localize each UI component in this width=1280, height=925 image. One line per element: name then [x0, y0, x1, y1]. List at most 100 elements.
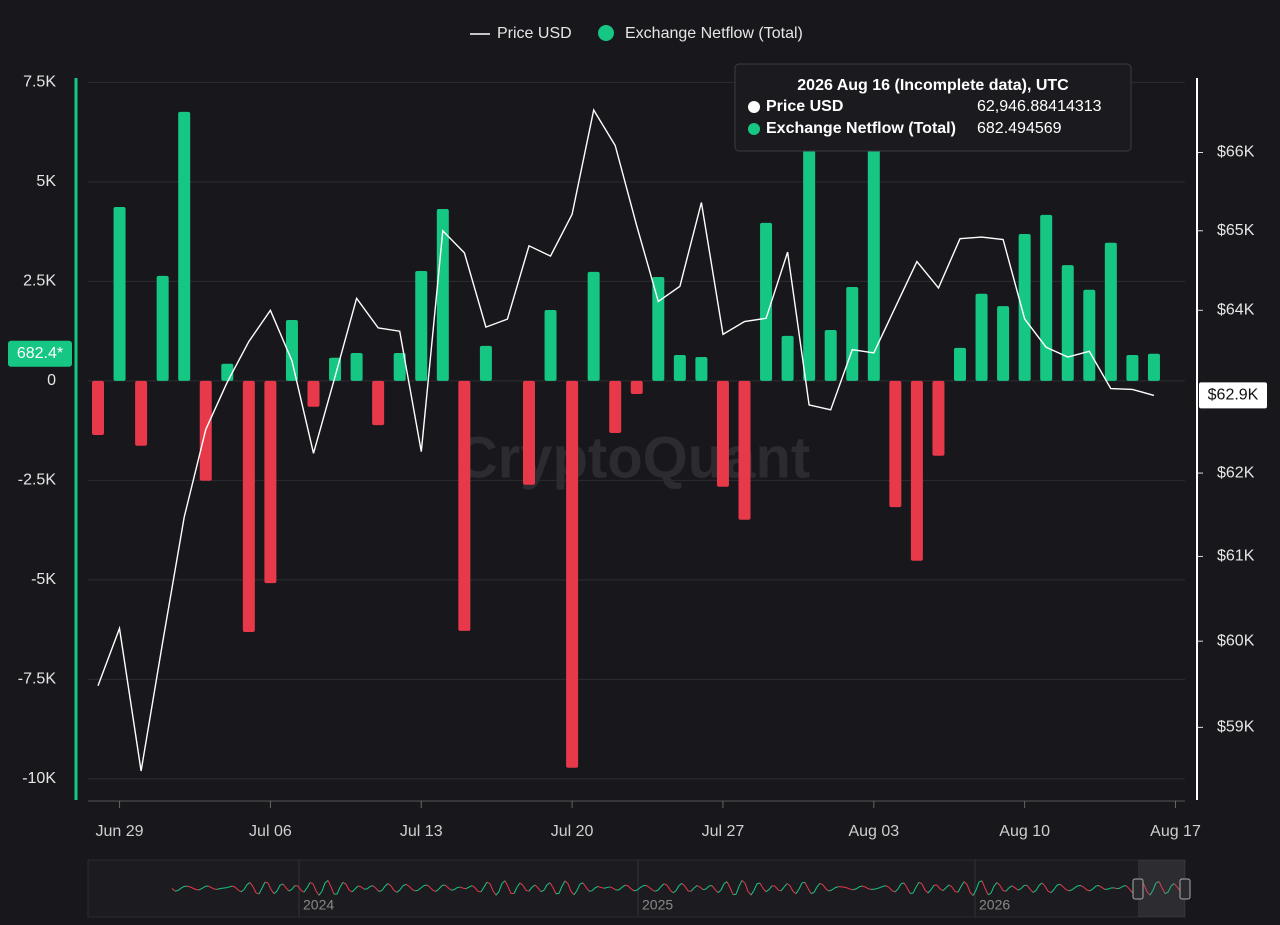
navigator-line: [798, 882, 803, 890]
navigator-line: [276, 885, 281, 892]
navigator-line: [414, 889, 419, 892]
navigator-handle[interactable]: [1179, 878, 1191, 900]
navigator-line: [675, 885, 680, 891]
navigator-line: [627, 885, 632, 890]
navigator-line: [528, 886, 533, 892]
navigator-line: [1101, 887, 1106, 890]
navigator-line: [327, 880, 332, 887]
navigator-line: [561, 880, 566, 887]
navigator-line: [882, 885, 887, 887]
navigator-line: [978, 880, 983, 883]
navigator-line: [405, 883, 410, 887]
navigator-line: [573, 890, 578, 896]
navigator-line: [177, 887, 182, 891]
navigator-line: [1005, 887, 1010, 892]
bar: [458, 380, 471, 631]
navigator-line: [795, 888, 800, 894]
navigator-line: [585, 886, 590, 892]
navigator-line: [522, 885, 527, 891]
bar: [652, 277, 665, 381]
bar: [630, 380, 643, 395]
navigator-line: [426, 884, 431, 888]
navigator-line: [267, 882, 272, 890]
bar: [867, 146, 880, 381]
navigator-line: [885, 885, 890, 888]
navigator-line: [444, 884, 449, 888]
navigator-line: [825, 888, 830, 892]
navigator-line: [1038, 882, 1043, 886]
navigator-line: [1119, 885, 1124, 889]
navigator-line: [720, 883, 725, 891]
navigator-line: [438, 885, 443, 890]
navigator-line: [264, 881, 269, 884]
navigator-line: [1086, 889, 1091, 892]
navigator-line: [777, 889, 782, 892]
navigator-line: [876, 887, 881, 890]
navigator-line: [594, 886, 599, 889]
navigator-line: [564, 880, 569, 885]
navigator-line: [558, 886, 563, 894]
navigator-line: [738, 880, 743, 887]
bar: [975, 293, 988, 381]
bar: [1018, 234, 1031, 381]
navigator-line: [336, 887, 341, 895]
y-tick-label: -2.5K: [18, 472, 57, 489]
watermark: CryptoQuant: [456, 425, 810, 490]
navigator-line: [1047, 890, 1052, 894]
tooltip-value: 62,946.88414313: [977, 98, 1102, 115]
navigator-line: [921, 883, 926, 891]
navigator-line: [243, 884, 248, 890]
navigator-line: [258, 887, 263, 895]
navigator-line: [999, 885, 1004, 891]
navigator-line: [261, 881, 266, 889]
y2-tick-label: $60K: [1217, 632, 1255, 649]
navigator-line: [936, 884, 941, 890]
bar: [135, 380, 148, 446]
navigator-handle[interactable]: [1132, 878, 1144, 900]
navigator-line: [240, 889, 245, 893]
y2-tick-label: $64K: [1217, 302, 1255, 319]
bar: [1083, 289, 1096, 381]
navigator-line: [1071, 887, 1076, 891]
navigator-line: [1143, 884, 1148, 892]
navigator-line: [1167, 886, 1172, 893]
x-tick-label: Aug 03: [848, 823, 899, 840]
navigator-line: [552, 887, 557, 895]
navigator-line: [330, 886, 335, 895]
navigator-line: [864, 886, 869, 889]
x-tick-label: Aug 17: [1150, 823, 1201, 840]
navigator-line: [852, 888, 857, 891]
navigator-window[interactable]: [1138, 860, 1185, 917]
navigator-line: [990, 885, 995, 894]
navigator-line: [843, 886, 848, 889]
navigator-line: [519, 882, 524, 886]
navigator-line: [387, 883, 392, 887]
navigator-line: [342, 881, 347, 885]
bar: [242, 380, 255, 633]
navigator-line: [420, 885, 425, 889]
navigator-line: [741, 879, 746, 884]
navigator-line: [846, 887, 851, 890]
navigator-line: [984, 887, 989, 895]
navigator-line: [684, 886, 689, 892]
last-price-label: $62.9K: [1208, 387, 1259, 404]
navigator-line: [1014, 887, 1019, 891]
navigator-line: [660, 883, 665, 887]
navigator-line: [759, 882, 764, 889]
navigator-line: [948, 884, 953, 888]
bar: [781, 335, 794, 381]
navigator-line: [1056, 883, 1061, 886]
navigator-line: [957, 886, 962, 893]
navigator-line: [1083, 887, 1088, 891]
legend-label: Exchange Netflow (Total): [625, 25, 803, 42]
navigator-line: [1041, 882, 1046, 887]
navigator-line: [567, 883, 572, 892]
x-tick-label: Jul 27: [702, 823, 745, 840]
navigator-line: [672, 890, 677, 894]
navigator-line: [231, 885, 236, 888]
bar: [264, 380, 277, 584]
navigator-line: [318, 890, 323, 896]
y-tick-label: 7.5K: [23, 74, 56, 91]
navigator-line: [501, 880, 506, 884]
y2-tick-label: $66K: [1217, 144, 1255, 161]
